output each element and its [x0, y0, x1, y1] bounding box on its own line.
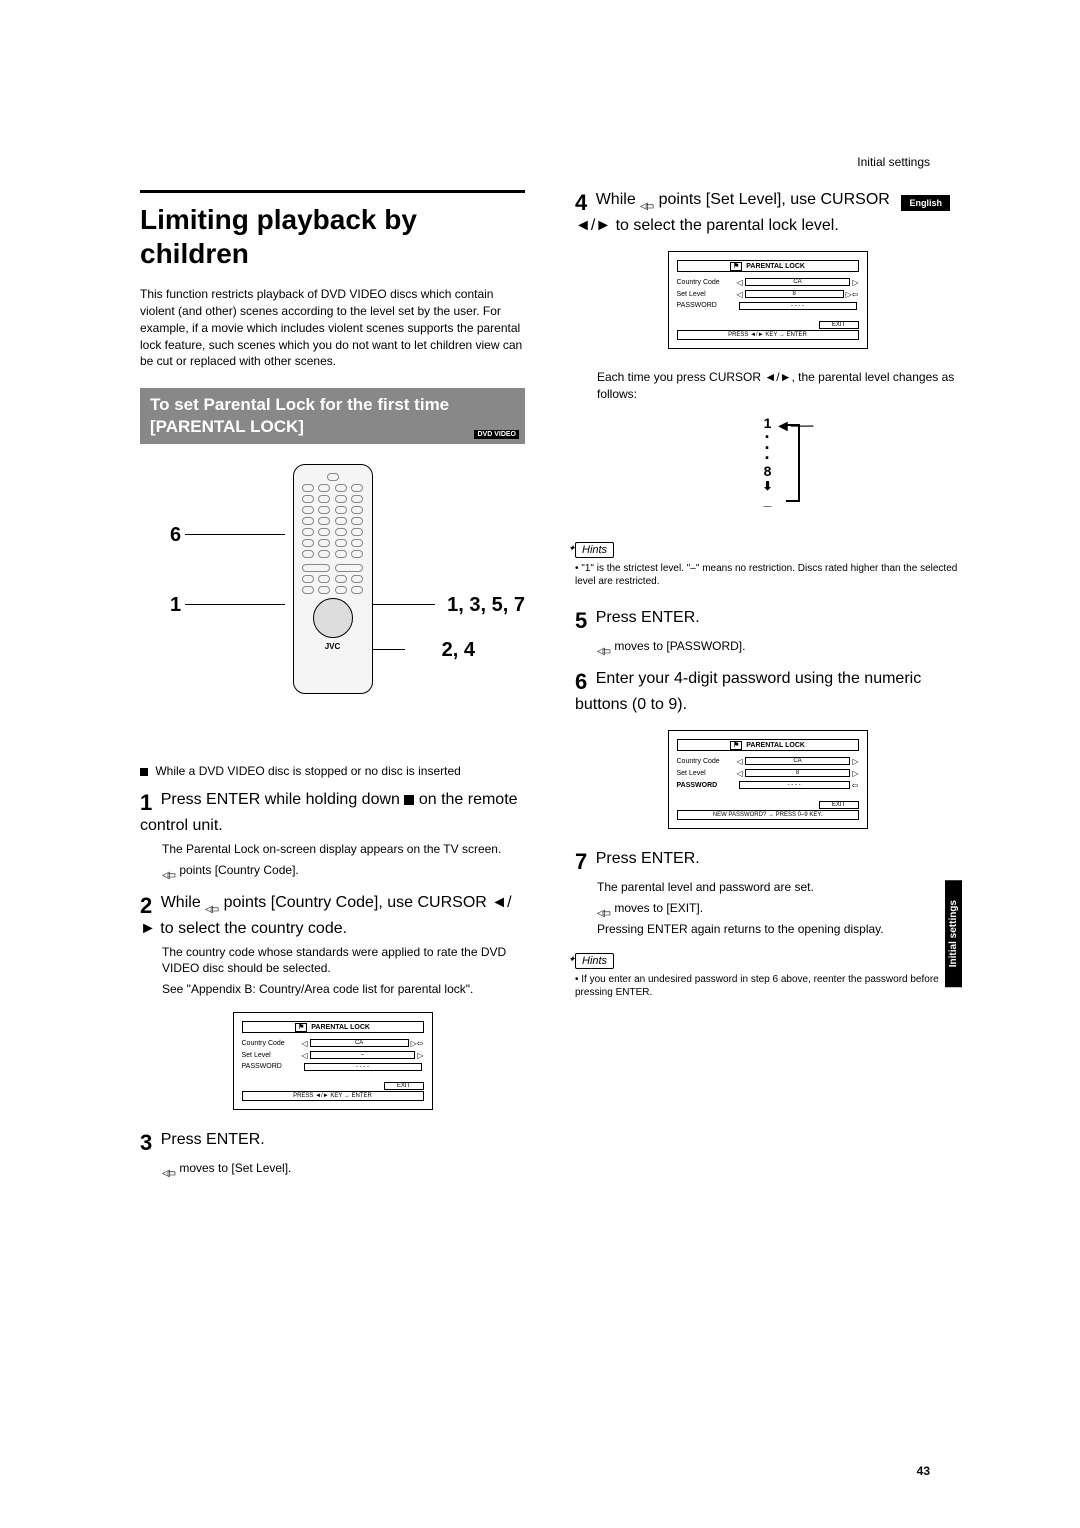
step-2-sub2: See "Appendix B: Country/Area code list …	[162, 981, 525, 998]
step-1: 1 Press ENTER while holding down on the …	[140, 790, 525, 878]
side-tab: Initial settings	[945, 880, 962, 987]
level-cycle-diagram: 1 ··· 8 ⬇ _ ◄──	[575, 416, 960, 516]
step-4-subtext: Each time you press CURSOR ◄/►, the pare…	[597, 369, 960, 403]
step-7: 7 Press ENTER. The parental level and pa…	[575, 849, 960, 937]
step-6: 6 Enter your 4-digit password using the …	[575, 669, 960, 716]
step-2-sub1: The country code whose standards were ap…	[162, 944, 525, 978]
pointer-icon	[597, 904, 611, 914]
step-5-text: Press ENTER.	[596, 609, 700, 626]
step-3: 3 Press ENTER. moves to [Set Level].	[140, 1130, 525, 1177]
left-column: Limiting playback by children This funct…	[140, 190, 525, 1191]
pointer-icon	[162, 866, 176, 876]
main-heading: Limiting playback by children	[140, 190, 525, 270]
precondition-text: While a DVD VIDEO disc is stopped or no …	[155, 764, 460, 778]
step-3-text: Press ENTER.	[161, 1131, 265, 1148]
step-2-text-a: While	[161, 894, 205, 911]
osd1-title: ⚑PARENTAL LOCK	[242, 1021, 424, 1033]
step-3-sub: moves to [Set Level].	[176, 1161, 291, 1175]
step-2: 2 While points [Country Code], use CURSO…	[140, 893, 525, 998]
step-5-num: 5	[575, 608, 587, 634]
hints-1: Hints • "1" is the strictest level. "–" …	[575, 540, 960, 588]
header-section: Initial settings	[857, 155, 930, 169]
step-7-sub3: Pressing ENTER again returns to the open…	[597, 921, 960, 938]
step-4-num: 4	[575, 190, 587, 216]
step-1-text-a: Press ENTER while holding down	[161, 791, 405, 808]
step-7-num: 7	[575, 849, 587, 875]
callout-6: 6	[170, 524, 181, 547]
step-6-num: 6	[575, 669, 587, 695]
language-badge: English	[901, 195, 950, 211]
hints-1-text: • "1" is the strictest level. "–" means …	[575, 562, 960, 588]
step-1-num: 1	[140, 790, 152, 816]
step-4-cursor: ◄/►	[575, 217, 611, 234]
callout-24: 2, 4	[442, 639, 475, 662]
hints-2: Hints • If you enter an undesired passwo…	[575, 951, 960, 999]
jvc-logo: JVC	[300, 642, 366, 651]
osd-screenshot-2: ⚑PARENTAL LOCK Country Code◁CA▷ Set Leve…	[668, 251, 868, 349]
step-7-sub1: The parental level and password are set.	[597, 879, 960, 896]
precondition: While a DVD VIDEO disc is stopped or no …	[140, 764, 525, 778]
step-7-sub2: moves to [EXIT].	[611, 901, 703, 915]
square-bullet-icon	[140, 768, 148, 776]
page-number: 43	[917, 1464, 930, 1478]
remote-body: JVC	[293, 464, 373, 694]
right-column: 4 While points [Set Level], use CURSOR ◄…	[575, 190, 960, 1191]
dvd-video-badge: DVD VIDEO	[474, 430, 519, 439]
osd-screenshot-3: ⚑PARENTAL LOCK Country Code◁CA▷ Set Leve…	[668, 730, 868, 829]
intro-text: This function restricts playback of DVD …	[140, 286, 525, 370]
hints-2-text: • If you enter an undesired password in …	[575, 973, 960, 999]
step-7-text: Press ENTER.	[596, 850, 700, 867]
hints-label: Hints	[575, 542, 614, 558]
section-title-line2: [PARENTAL LOCK]	[150, 417, 304, 436]
section-title-line1: To set Parental Lock for the first time	[150, 395, 449, 414]
pointer-icon	[162, 1164, 176, 1174]
callout-1: 1	[170, 594, 181, 617]
osd-screenshot-1: ⚑PARENTAL LOCK Country Code◁CA▷⇦ Set Lev…	[233, 1012, 433, 1110]
pointer-icon	[205, 898, 219, 908]
step-4-text-b: points [Set Level], use CURSOR	[654, 191, 890, 208]
step-2-num: 2	[140, 893, 152, 919]
step-2-text-b: points [Country Code], use CURSOR	[219, 894, 491, 911]
section-title-bar: To set Parental Lock for the first time …	[140, 388, 525, 444]
step-4-text-a: While	[596, 191, 640, 208]
step-4-text-c: to select the parental lock level.	[611, 217, 839, 234]
pointer-icon	[640, 195, 654, 205]
step-1-sub2: points [Country Code].	[176, 863, 299, 877]
step-3-num: 3	[140, 1130, 152, 1156]
step-5-sub: moves to [PASSWORD].	[611, 639, 745, 653]
hints-label: Hints	[575, 953, 614, 969]
step-5: 5 Press ENTER. moves to [PASSWORD].	[575, 608, 960, 655]
callout-1357: 1, 3, 5, 7	[447, 594, 525, 617]
step-2-text-c: to select the country code.	[156, 920, 347, 937]
step-1-sub1: The Parental Lock on-screen display appe…	[162, 841, 525, 858]
pointer-icon	[597, 642, 611, 652]
stop-icon	[404, 795, 414, 805]
step-6-text: Enter your 4-digit password using the nu…	[575, 670, 921, 713]
remote-diagram: 6 1 1, 3, 5, 7 2, 4 JVC	[140, 464, 525, 744]
